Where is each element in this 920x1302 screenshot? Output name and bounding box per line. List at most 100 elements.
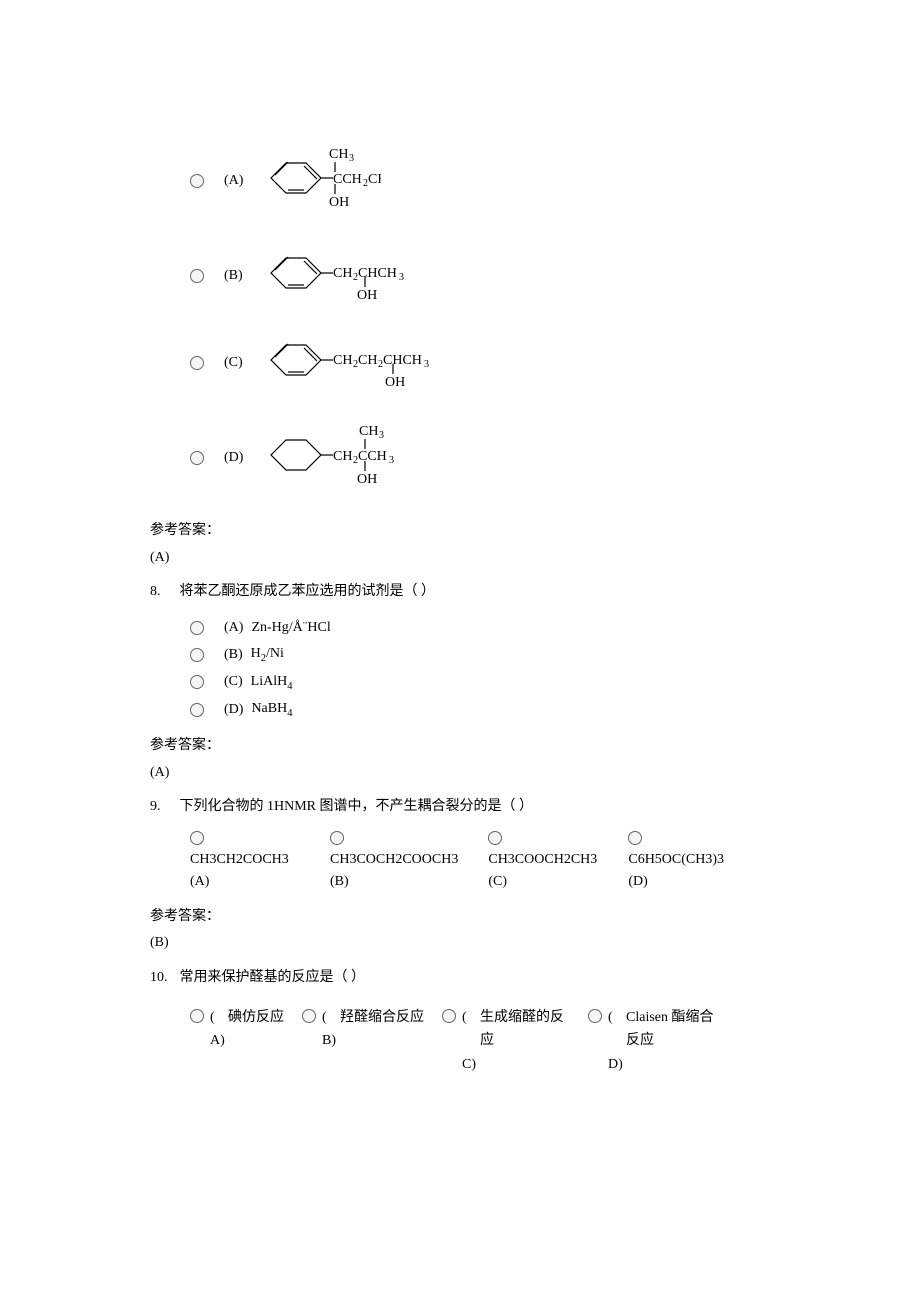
option-text: C6H5OC(CH3)3 xyxy=(628,849,738,871)
svg-text:OH: OH xyxy=(357,472,377,487)
option-label: (A) xyxy=(224,620,243,636)
option-label: (B) xyxy=(330,871,458,893)
q9-answer-label: 参考答案： xyxy=(150,904,770,931)
svg-text:OH: OH xyxy=(357,288,377,303)
option-text: 羟醛缩合反应 xyxy=(340,1006,424,1030)
q8-num: 8. xyxy=(150,579,176,606)
svg-text:CH: CH xyxy=(333,449,352,464)
q9-option-c[interactable]: CH3COOCH2CH3 (C) xyxy=(488,831,598,894)
radio-icon xyxy=(190,621,204,635)
option-label: (D) xyxy=(628,871,738,893)
q7-option-d[interactable]: (D) CH3 CH2CCH3 OH xyxy=(190,415,770,500)
option-label: (A) xyxy=(190,871,300,893)
option-label: B) xyxy=(322,1029,424,1053)
svg-text:CH: CH xyxy=(368,172,381,187)
option-text: LiAlH4 xyxy=(251,674,293,692)
q10-option-d[interactable]: ( Claisen 酯缩合反应 D) xyxy=(588,1006,716,1077)
radio-icon xyxy=(190,1009,204,1023)
option-label: (D) xyxy=(224,702,243,718)
q10-question: 10. 常用来保护醛基的反应是（ ） xyxy=(150,965,770,992)
q10-option-c[interactable]: ( 生成缩醛的反应 C) xyxy=(442,1006,570,1077)
option-label: A) xyxy=(210,1029,284,1053)
svg-text:CH: CH xyxy=(333,266,352,281)
option-label: (A) xyxy=(224,173,243,189)
q8-option-d[interactable]: (D) NaBH4 xyxy=(190,701,770,719)
svg-text:3: 3 xyxy=(349,153,354,164)
q7-answer-label: 参考答案： xyxy=(150,518,770,545)
q10-option-b[interactable]: ( 羟醛缩合反应 B) xyxy=(302,1006,424,1077)
q8-option-c[interactable]: (C) LiAlH4 xyxy=(190,674,770,692)
option-text: CH3COOCH2CH3 xyxy=(488,849,598,871)
q8-option-b[interactable]: (B) H2/Ni xyxy=(190,646,770,664)
q8-text: 将苯乙酮还原成乙苯应选用的试剂是（ ） xyxy=(180,584,436,599)
svg-text:OH: OH xyxy=(385,375,405,390)
q9-option-d[interactable]: C6H5OC(CH3)3 (D) xyxy=(628,831,738,894)
q9-option-a[interactable]: CH3CH2COCH3 (A) xyxy=(190,831,300,894)
q10-option-a[interactable]: ( 碘仿反应 A) xyxy=(190,1006,284,1077)
q7-option-a[interactable]: (A) CH3 CCH2CH3 OH xyxy=(190,138,770,223)
option-label: (C) xyxy=(224,355,243,371)
option-text: 生成缩醛的反应 xyxy=(480,1006,570,1054)
option-label: (D) xyxy=(224,450,243,466)
q10-text: 常用来保护醛基的反应是（ ） xyxy=(180,970,366,985)
q7-structure-b: CH2CHCH3 OH xyxy=(251,241,411,310)
option-label: (B) xyxy=(224,647,243,663)
radio-icon xyxy=(190,356,204,370)
option-text: NaBH4 xyxy=(251,701,292,719)
svg-text:CH: CH xyxy=(329,147,348,162)
radio-icon xyxy=(628,831,642,845)
radio-icon xyxy=(190,269,204,283)
option-text: Claisen 酯缩合反应 xyxy=(626,1006,716,1054)
option-label: C) xyxy=(462,1053,570,1077)
paren-open: ( xyxy=(322,1006,340,1030)
svg-text:CCH: CCH xyxy=(358,449,387,464)
q9-answer: (B) xyxy=(150,930,770,957)
q8-answer: (A) xyxy=(150,760,770,787)
q7-option-c[interactable]: (C) CH2CH2CHCH3 OH xyxy=(190,328,770,397)
q7-structure-d: CH3 CH2CCH3 OH xyxy=(251,415,421,500)
svg-text:CHCH: CHCH xyxy=(358,266,397,281)
svg-text:3: 3 xyxy=(389,455,394,466)
radio-icon xyxy=(190,675,204,689)
q7-structure-a: CH3 CCH2CH3 OH xyxy=(251,138,381,223)
option-text: H2/Ni xyxy=(251,646,284,664)
q9-option-b[interactable]: CH3COCH2COOCH3 (B) xyxy=(330,831,458,894)
svg-text:CH: CH xyxy=(333,353,352,368)
paren-open: ( xyxy=(462,1006,480,1030)
radio-icon xyxy=(330,831,344,845)
q8-answer-label: 参考答案： xyxy=(150,733,770,760)
q7-structure-c: CH2CH2CHCH3 OH xyxy=(251,328,441,397)
radio-icon xyxy=(190,174,204,188)
q9-num: 9. xyxy=(150,794,176,821)
svg-text:3: 3 xyxy=(424,359,429,370)
q7-answer: (A) xyxy=(150,545,770,572)
radio-icon xyxy=(190,703,204,717)
svg-text:CH: CH xyxy=(358,353,377,368)
svg-text:CH: CH xyxy=(359,424,378,439)
svg-text:3: 3 xyxy=(399,272,404,283)
paren-open: ( xyxy=(210,1006,228,1030)
option-label: D) xyxy=(608,1053,716,1077)
option-text: Zn-Hg/Å¨HCl xyxy=(251,620,330,636)
option-label: (B) xyxy=(224,268,243,284)
radio-icon xyxy=(190,831,204,845)
paren-open: ( xyxy=(608,1006,626,1030)
radio-icon xyxy=(190,648,204,662)
option-text: 碘仿反应 xyxy=(228,1006,284,1030)
option-text: CH3CH2COCH3 xyxy=(190,849,300,871)
q7-option-b[interactable]: (B) CH2CHCH3 OH xyxy=(190,241,770,310)
svg-text:CCH: CCH xyxy=(333,172,362,187)
svg-text:CHCH: CHCH xyxy=(383,353,422,368)
q9-question: 9. 下列化合物的 1HNMR 图谱中，不产生耦合裂分的是（ ） xyxy=(150,794,770,821)
q9-text: 下列化合物的 1HNMR 图谱中，不产生耦合裂分的是（ ） xyxy=(180,799,534,814)
option-text: CH3COCH2COOCH3 xyxy=(330,849,458,871)
option-label: (C) xyxy=(224,674,243,690)
q10-num: 10. xyxy=(150,965,176,992)
q8-question: 8. 将苯乙酮还原成乙苯应选用的试剂是（ ） xyxy=(150,579,770,606)
radio-icon xyxy=(488,831,502,845)
svg-text:3: 3 xyxy=(379,430,384,441)
radio-icon xyxy=(588,1009,602,1023)
radio-icon xyxy=(190,451,204,465)
option-label: (C) xyxy=(488,871,598,893)
q8-option-a[interactable]: (A) Zn-Hg/Å¨HCl xyxy=(190,620,770,636)
